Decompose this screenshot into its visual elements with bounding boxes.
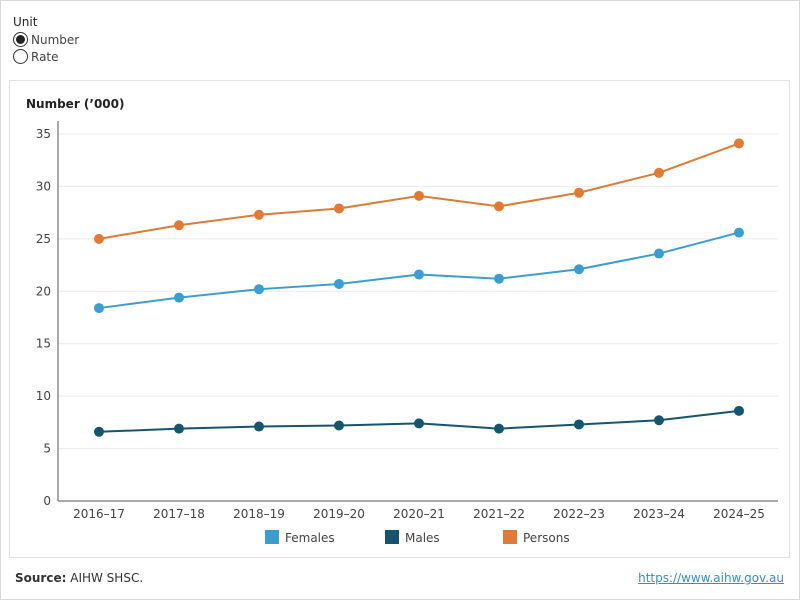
data-point-persons (734, 138, 744, 149)
aihw-link[interactable]: https://www.aihw.gov.au (638, 571, 784, 585)
radio-rate-button[interactable] (13, 49, 28, 64)
data-point-females (334, 278, 344, 289)
data-point-females (254, 284, 264, 295)
legend-label-females: Females (285, 531, 335, 545)
x-tick-label: 2018–19 (233, 507, 285, 521)
radio-number-label: Number (31, 32, 80, 47)
legend-swatch-females (265, 530, 279, 544)
axes: Number (’000) 0 5 10 15 20 25 30 35 2016–17 2017–1… (26, 97, 778, 521)
unit-title: Unit (13, 15, 38, 29)
source-text: AIHW SHSC. (70, 571, 144, 585)
y-tick-label: 35 (36, 127, 51, 141)
x-tick-label: 2022–23 (553, 507, 605, 521)
data-point-males (654, 415, 664, 426)
data-point-persons (174, 220, 184, 231)
x-tick-label: 2016–17 (73, 507, 125, 521)
legend-label-males: Males (405, 531, 440, 545)
legend-swatch-persons (503, 530, 517, 544)
data-point-females (94, 303, 104, 314)
data-point-females (654, 248, 664, 259)
data-point-females (574, 264, 584, 275)
y-tick-label: 10 (36, 389, 51, 403)
x-tick-label: 2019–20 (313, 507, 365, 521)
legend-label-persons: Persons (523, 531, 570, 545)
data-point-males (254, 421, 264, 432)
data-point-females (734, 227, 744, 238)
chart-panel: Number (’000) 0 5 10 15 20 25 30 35 2016–17 2017–1… (9, 80, 790, 558)
data-point-females (414, 269, 424, 280)
data-point-females (174, 292, 184, 303)
data-point-persons (334, 203, 344, 214)
radio-rate-label: Rate (31, 49, 59, 64)
y-tick-label: 15 (36, 337, 51, 351)
y-axis-title: Number (’000) (26, 97, 125, 111)
data-point-males (414, 418, 424, 429)
data-point-persons (654, 167, 664, 178)
unit-selector: Unit Number Rate (13, 15, 79, 65)
y-tick-label: 5 (43, 442, 51, 456)
x-tick-label: 2023–24 (633, 507, 685, 521)
legend-swatch-males (385, 530, 399, 544)
data-point-males (574, 419, 584, 430)
data-point-males (734, 405, 744, 416)
x-tick-label: 2024–25 (713, 507, 765, 521)
y-tick-label: 0 (43, 494, 51, 508)
radio-number-button[interactable] (13, 32, 28, 47)
x-tick-label: 2021–22 (473, 507, 525, 521)
line-chart: Number (’000) 0 5 10 15 20 25 30 35 2016–17 2017–1… (26, 97, 778, 545)
data-point-males (494, 423, 504, 434)
data-point-persons (254, 209, 264, 220)
y-tick-label: 20 (36, 284, 51, 298)
source-label: Source: (15, 571, 67, 585)
source-note: Source: AIHW SHSC. (15, 571, 143, 585)
data-point-males (174, 423, 184, 434)
radio-rate-option[interactable]: Rate (13, 48, 79, 65)
grid-lines (58, 133, 778, 450)
data-point-persons (94, 233, 104, 244)
series-lines (94, 138, 744, 437)
radio-number-option[interactable]: Number (13, 31, 79, 48)
y-tick-label: 25 (36, 232, 51, 246)
data-point-persons (574, 187, 584, 198)
legend: Females Males Persons (265, 530, 570, 545)
data-point-males (334, 420, 344, 431)
data-point-males (94, 426, 104, 437)
data-point-females (494, 273, 504, 284)
x-tick-label: 2020–21 (393, 507, 445, 521)
x-tick-label: 2017–18 (153, 507, 205, 521)
y-tick-label: 30 (36, 179, 51, 193)
data-point-persons (494, 201, 504, 212)
data-point-persons (414, 190, 424, 201)
